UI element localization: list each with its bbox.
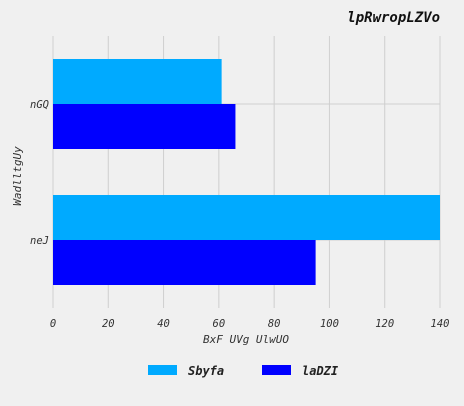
y-tick-label: nGQ: [30, 99, 49, 111]
legend-swatch: [262, 365, 291, 375]
bar: [53, 195, 440, 240]
x-tick-label: 20: [102, 318, 115, 330]
legend-swatch: [148, 365, 177, 375]
x-tick-label: 80: [268, 318, 281, 330]
y-tick-label: neJ: [30, 235, 49, 247]
legend-label: Sbyfa: [188, 364, 224, 378]
bars: [53, 59, 440, 285]
bar: [53, 59, 222, 104]
bar: [53, 240, 316, 285]
bar: [53, 104, 236, 149]
legend: Sbyfa laDZI: [148, 364, 339, 378]
ticks: 0 20 40 60 80 100 120 140 nGQ neJ: [30, 99, 449, 330]
chart-title: lpRwropLZVo: [347, 10, 440, 26]
x-tick-label: 120: [375, 318, 394, 330]
legend-label: laDZI: [302, 364, 339, 378]
x-tick-label: 60: [213, 318, 226, 330]
x-axis-label: BxF UVg UlwUO: [203, 333, 289, 346]
x-tick-label: 0: [50, 318, 56, 330]
x-tick-label: 100: [320, 318, 339, 330]
x-tick-label: 140: [431, 318, 450, 330]
y-axis-label: WadlltgUy: [11, 146, 24, 206]
x-tick-label: 40: [157, 318, 170, 330]
